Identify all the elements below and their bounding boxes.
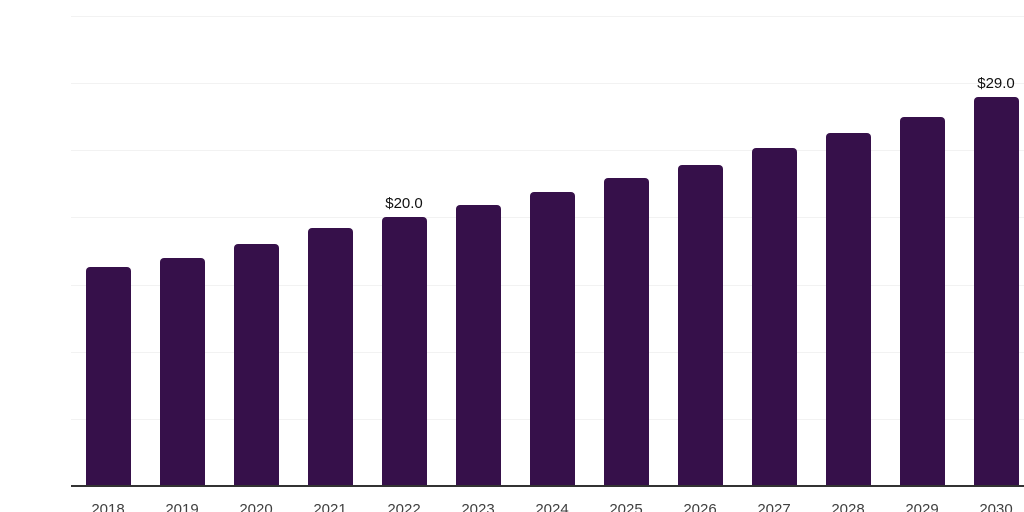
bar-2030 bbox=[973, 96, 1019, 486]
x-tick-label-2023: 2023 bbox=[461, 501, 495, 512]
bar-2024 bbox=[529, 191, 575, 486]
x-tick-label-2019: 2019 bbox=[165, 501, 199, 512]
bar-value-label-2030: $29.0 bbox=[977, 74, 1015, 92]
x-tick-label-2022: 2022 bbox=[387, 501, 421, 512]
bar-2022 bbox=[381, 217, 427, 486]
x-tick-label-2018: 2018 bbox=[91, 501, 125, 512]
x-tick-label-2025: 2025 bbox=[609, 501, 643, 512]
bar-2027 bbox=[751, 147, 797, 486]
gridline-30 bbox=[71, 83, 1024, 85]
bar-value-label-2022: $20.0 bbox=[385, 195, 423, 213]
x-tick-label-2020: 2020 bbox=[239, 501, 273, 512]
x-tick-label-2030: 2030 bbox=[979, 501, 1013, 512]
bar-chart: $20.0 $29.0 2018 2019 2020 2021 2022 2023 2024 2… bbox=[40, 16, 1024, 512]
x-tick-label-2026: 2026 bbox=[683, 501, 717, 512]
bar-2029 bbox=[899, 116, 945, 486]
x-tick-label-2027: 2027 bbox=[757, 501, 791, 512]
bar-2021 bbox=[307, 228, 353, 486]
bar-2023 bbox=[455, 205, 501, 486]
bar-2018 bbox=[85, 267, 131, 486]
bar-2020 bbox=[233, 244, 279, 486]
bar-2028 bbox=[825, 132, 871, 486]
gridline-25 bbox=[71, 150, 1024, 152]
x-tick-label-2028: 2028 bbox=[831, 501, 865, 512]
x-tick-label-2024: 2024 bbox=[535, 501, 569, 512]
bar-2019 bbox=[159, 257, 205, 486]
bar-2026 bbox=[677, 165, 723, 486]
bar-2025 bbox=[603, 178, 649, 486]
x-tick-label-2021: 2021 bbox=[313, 501, 347, 512]
gridline-35 bbox=[71, 16, 1024, 17]
x-tick-label-2029: 2029 bbox=[905, 501, 939, 512]
plot-area: $20.0 $29.0 bbox=[71, 16, 1024, 487]
x-axis-line bbox=[71, 485, 1024, 487]
